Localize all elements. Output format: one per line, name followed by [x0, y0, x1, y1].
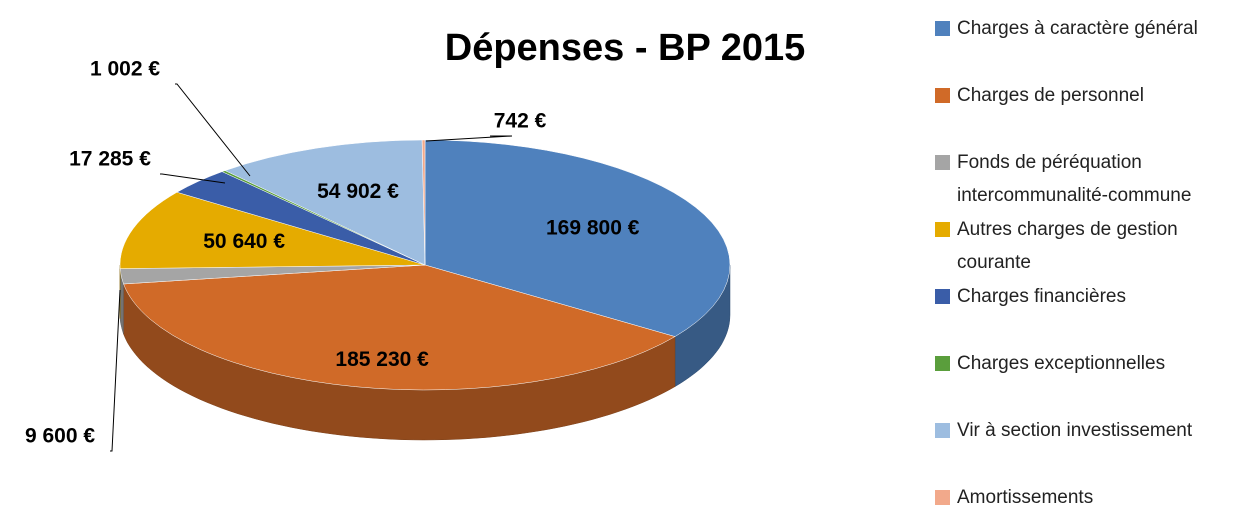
legend-label: Vir à section investissement: [957, 420, 1193, 441]
legend-swatch: [935, 289, 950, 304]
slice: [123, 264, 676, 391]
legend-item: Vir à section investissement: [935, 414, 1255, 447]
data-label: 50 640 €: [203, 230, 285, 253]
legend-item: Charges de personnel: [935, 79, 1255, 112]
leader-line: [160, 173, 226, 184]
legend-label: Amortissements: [957, 487, 1094, 508]
legend-swatch: [935, 490, 950, 505]
data-label: 185 230 €: [335, 348, 429, 371]
legend-label: Charges exceptionnelles: [957, 353, 1166, 374]
legend-label: Autres charges de gestion courante: [957, 219, 1178, 273]
pie-chart: Dépenses - BP 2015 169 800 € 185 230 € 9 6…: [25, 27, 806, 452]
legend-swatch: [935, 155, 950, 170]
data-label: 54 902 €: [317, 180, 399, 203]
legend-swatch: [935, 21, 950, 36]
slice: [421, 139, 426, 266]
legend-label: Charges financières: [957, 286, 1126, 307]
leader-line: [110, 289, 121, 452]
legend-label: Fonds de péréquation intercommunalité-co…: [957, 152, 1192, 206]
legend-item: Fonds de péréquation intercommunalité-co…: [935, 146, 1255, 212]
leader-line: [175, 83, 251, 177]
data-label: 742 €: [494, 110, 547, 133]
legend-swatch: [935, 423, 950, 438]
legend-item: Amortissements: [935, 481, 1255, 514]
legend-label: Charges à caractère général: [957, 18, 1198, 39]
chart-title: Dépenses - BP 2015: [445, 27, 806, 69]
slice: [119, 191, 426, 269]
legend-item: Autres charges de gestion courante: [935, 213, 1255, 279]
legend-swatch: [935, 88, 950, 103]
data-label: 169 800 €: [546, 217, 640, 240]
data-label: 9 600 €: [25, 425, 95, 448]
pie-tops: [119, 139, 731, 391]
slice: [224, 139, 426, 266]
legend-label: Charges de personnel: [957, 85, 1144, 106]
data-label: 1 002 €: [90, 58, 160, 81]
legend-swatch: [935, 222, 950, 237]
leader-line: [425, 135, 513, 142]
legend-item: Charges à caractère général: [935, 12, 1255, 45]
slice: [424, 139, 731, 337]
legend-item: Charges exceptionnelles: [935, 347, 1255, 380]
data-label: 17 285 €: [69, 148, 151, 171]
legend-swatch: [935, 356, 950, 371]
legend-item: Charges financières: [935, 280, 1255, 313]
